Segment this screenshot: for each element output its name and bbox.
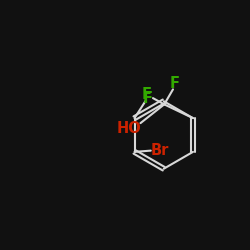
Text: F: F [169, 76, 179, 90]
Text: Br: Br [150, 143, 169, 158]
Text: F: F [142, 87, 152, 102]
Text: F: F [143, 90, 153, 106]
Text: HO: HO [117, 120, 141, 136]
